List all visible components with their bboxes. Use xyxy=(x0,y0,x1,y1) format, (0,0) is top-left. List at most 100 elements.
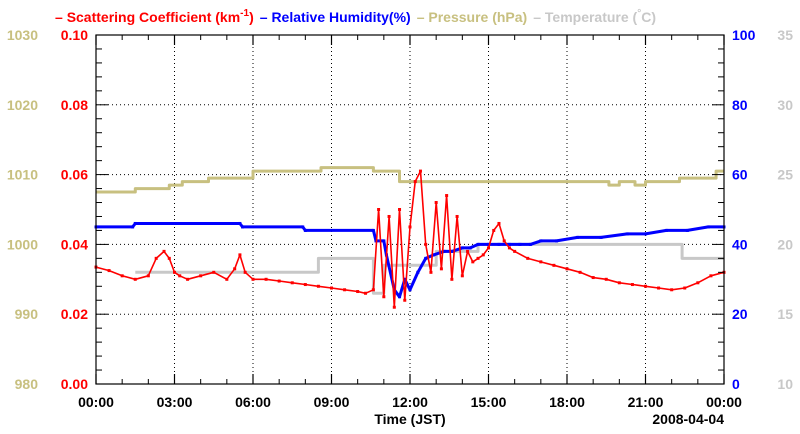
point-scattering-coefficient xyxy=(630,283,634,287)
legend-label-temperature: Temperature ( xyxy=(545,9,638,25)
point-scattering-coefficient xyxy=(578,270,582,274)
point-scattering-coefficient xyxy=(364,291,368,295)
point-scattering-coefficient xyxy=(492,228,496,232)
pressure-tick-label: 990 xyxy=(15,306,39,322)
point-scattering-coefficient xyxy=(657,286,661,290)
point-scattering-coefficient xyxy=(107,269,111,273)
x-tick-label: 06:00 xyxy=(235,394,271,410)
point-relative-humidity xyxy=(403,277,407,281)
humidity-tick-label: 0 xyxy=(732,376,740,392)
pressure-tick-label: 1020 xyxy=(7,97,38,113)
point-relative-humidity xyxy=(238,221,242,225)
point-relative-humidity xyxy=(644,232,647,236)
point-relative-humidity xyxy=(301,225,305,229)
point-scattering-coefficient xyxy=(238,253,242,257)
scattering-tick-label: 0.08 xyxy=(61,97,88,113)
point-relative-humidity xyxy=(575,235,579,239)
point-scattering-coefficient xyxy=(290,281,294,285)
point-scattering-coefficient xyxy=(513,249,517,253)
point-relative-humidity xyxy=(539,239,543,243)
point-relative-humidity xyxy=(450,249,454,253)
point-scattering-coefficient xyxy=(154,256,158,260)
date-label: 2008-04-04 xyxy=(652,411,724,427)
x-tick-label: 15:00 xyxy=(471,394,507,410)
point-scattering-coefficient xyxy=(392,305,396,309)
point-scattering-coefficient xyxy=(644,284,647,288)
point-scattering-coefficient xyxy=(502,239,506,243)
legend-marker-temperature: – xyxy=(533,9,545,25)
legend-label-humidity: Relative Humidity(%) xyxy=(271,9,410,25)
temperature-tick-label: 30 xyxy=(777,97,793,113)
point-scattering-coefficient xyxy=(167,256,171,260)
point-scattering-coefficient xyxy=(377,208,381,211)
legend-suffix-scattering: ) xyxy=(249,9,254,25)
pressure-tick-label: 980 xyxy=(15,376,39,392)
point-scattering-coefficient xyxy=(476,256,480,260)
point-scattering-coefficient xyxy=(233,267,237,271)
tick-labels: 00:00 03:00 06:00 09:00 12:00 15:00 18:00 21:00… xyxy=(7,27,793,410)
legend-label-pressure: Pressure (hPa) xyxy=(428,9,527,25)
x-tick-label: 18:00 xyxy=(549,394,585,410)
humidity-tick-label: 100 xyxy=(732,27,756,43)
point-scattering-coefficient xyxy=(303,283,307,287)
scattering-tick-label: 0.02 xyxy=(61,306,88,322)
scattering-tick-label: 0.04 xyxy=(61,236,88,252)
point-scattering-coefficient xyxy=(120,274,124,278)
point-scattering-coefficient xyxy=(225,277,229,281)
point-relative-humidity xyxy=(497,242,501,246)
legend-label-scattering: Scattering Coefficient (km xyxy=(67,9,240,25)
humidity-tick-label: 20 xyxy=(732,306,748,322)
point-scattering-coefficient xyxy=(481,253,485,257)
point-scattering-coefficient xyxy=(330,286,333,290)
point-scattering-coefficient xyxy=(565,267,569,271)
point-scattering-coefficient xyxy=(356,290,360,294)
point-scattering-coefficient xyxy=(460,274,464,278)
point-relative-humidity xyxy=(468,246,472,250)
point-scattering-coefficient xyxy=(466,249,470,253)
temperature-tick-label: 10 xyxy=(777,376,793,392)
humidity-tick-label: 80 xyxy=(732,97,748,113)
legend-sup-temperature: ° xyxy=(637,8,641,19)
point-scattering-coefficient xyxy=(429,270,433,274)
point-scattering-coefficient xyxy=(371,288,375,292)
point-scattering-coefficient xyxy=(133,277,137,281)
point-scattering-coefficient xyxy=(316,284,320,288)
point-relative-humidity xyxy=(398,295,402,299)
point-scattering-coefficient xyxy=(251,277,255,281)
pressure-tick-label: 1000 xyxy=(7,236,38,252)
point-scattering-coefficient xyxy=(497,221,501,225)
point-relative-humidity xyxy=(392,288,396,292)
point-relative-humidity xyxy=(528,242,532,246)
point-scattering-coefficient xyxy=(277,279,281,283)
point-scattering-coefficient xyxy=(445,194,449,198)
point-relative-humidity xyxy=(408,288,412,292)
point-scattering-coefficient xyxy=(471,260,475,264)
point-scattering-coefficient xyxy=(617,281,621,285)
series-layer xyxy=(94,166,726,309)
scattering-tick-label: 0.06 xyxy=(61,167,88,183)
point-relative-humidity xyxy=(131,225,135,229)
point-relative-humidity xyxy=(371,228,375,232)
point-relative-humidity xyxy=(599,235,603,239)
legend-sup-scattering: -1 xyxy=(240,8,249,19)
series-temperature xyxy=(135,242,724,295)
point-relative-humidity xyxy=(460,246,464,250)
point-relative-humidity xyxy=(303,228,307,232)
x-tick-label: 21:00 xyxy=(628,394,664,410)
chart-legend: – Scattering Coefficient (km-1) – Relativ… xyxy=(55,8,656,25)
point-relative-humidity xyxy=(442,249,446,253)
temperature-tick-label: 15 xyxy=(777,306,793,322)
point-scattering-coefficient xyxy=(382,295,386,299)
point-relative-humidity xyxy=(476,242,480,246)
point-scattering-coefficient xyxy=(539,260,543,264)
point-scattering-coefficient xyxy=(387,214,391,218)
series-relative-humidity xyxy=(96,222,724,299)
point-relative-humidity xyxy=(241,225,245,229)
legend-suffix-temperature: C) xyxy=(641,9,656,25)
point-scattering-coefficient xyxy=(507,246,511,250)
point-scattering-coefficient xyxy=(591,276,595,280)
point-scattering-coefficient xyxy=(403,298,407,302)
point-scattering-coefficient xyxy=(552,263,556,267)
point-relative-humidity xyxy=(507,242,511,246)
